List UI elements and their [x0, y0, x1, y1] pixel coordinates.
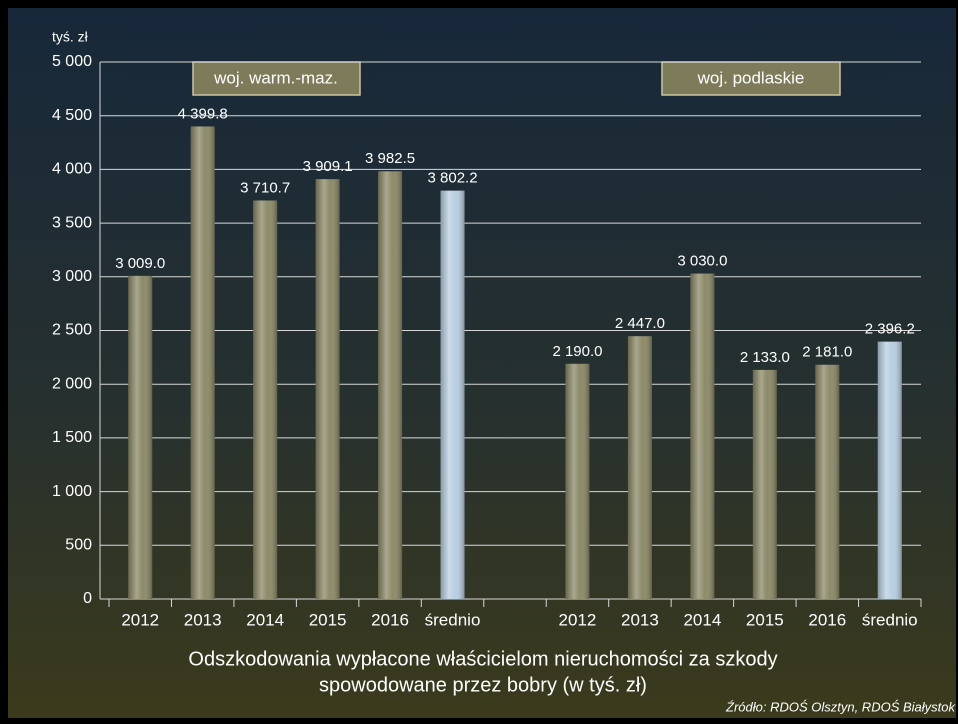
data-label: 2 396.2: [865, 321, 915, 338]
data-label: 2 181.0: [802, 344, 852, 361]
x-tick-label: 2016: [808, 610, 846, 629]
bar-shine: [752, 369, 777, 599]
annotation-box: [192, 61, 361, 96]
x-tick-label: średnio: [425, 610, 481, 629]
y-tick-label: 1 000: [52, 483, 92, 500]
data-label: 3 710.7: [240, 179, 290, 196]
annotation: woj. podlaskie: [697, 68, 805, 87]
x-tick-label: 2012: [559, 610, 597, 629]
x-tick-label: 2015: [746, 610, 784, 629]
data-label: 3 009.0: [115, 255, 165, 272]
bar-shine: [190, 126, 215, 599]
x-tick-label: 2013: [621, 610, 659, 629]
data-label: 3 909.1: [303, 158, 353, 175]
bar-shine: [128, 275, 153, 599]
x-tick-label: 2014: [246, 610, 284, 629]
y-tick-label: 3 500: [52, 214, 92, 231]
y-axis-label: tyś. zł: [52, 29, 89, 45]
source: Źródło: RDOŚ Olsztyn, RDOŚ Białystok: [725, 699, 956, 714]
x-tick-label: 2015: [309, 610, 347, 629]
x-tick-label: 2012: [121, 610, 159, 629]
y-tick-label: 1 500: [52, 429, 92, 446]
bar-shine: [253, 200, 278, 599]
data-label: 2 447.0: [615, 315, 665, 332]
x-tick-label: 2013: [184, 610, 222, 629]
bar-shine: [378, 171, 403, 600]
data-label: 2 133.0: [740, 349, 790, 366]
data-label: 3 030.0: [677, 253, 727, 270]
y-tick-label: 4 500: [52, 107, 92, 124]
slide-background: [8, 8, 956, 718]
bar-shine: [440, 190, 465, 599]
y-tick-label: 3 000: [52, 268, 92, 285]
data-label: 3 802.2: [428, 170, 478, 187]
chart-title: spowodowane przez bobry (w tyś. zł): [319, 674, 647, 696]
bar-shine: [315, 179, 340, 599]
annotation: woj. warm.-maz.: [213, 68, 338, 87]
y-tick-label: 4 000: [52, 161, 92, 178]
bar-shine: [627, 336, 652, 599]
bar-shine: [690, 273, 715, 599]
x-tick-label: średnio: [862, 610, 918, 629]
y-tick-label: 2 500: [52, 322, 92, 339]
data-label: 3 982.5: [365, 150, 415, 167]
bar-shine: [815, 364, 840, 599]
chart-title: Odszkodowania wypłacone właścicielom nie…: [188, 648, 777, 670]
y-tick-label: 5 000: [52, 53, 92, 70]
bar-shine: [565, 363, 590, 599]
x-tick-label: 2016: [371, 610, 409, 629]
x-tick-label: 2014: [683, 610, 721, 629]
y-tick-label: 0: [83, 590, 92, 607]
data-label: 2 190.0: [552, 343, 602, 360]
annotation-box: [661, 61, 841, 96]
y-tick-label: 500: [65, 537, 92, 554]
data-label: 4 399.8: [178, 105, 228, 122]
y-tick-label: 2 000: [52, 375, 92, 392]
bar-shine: [877, 341, 902, 599]
